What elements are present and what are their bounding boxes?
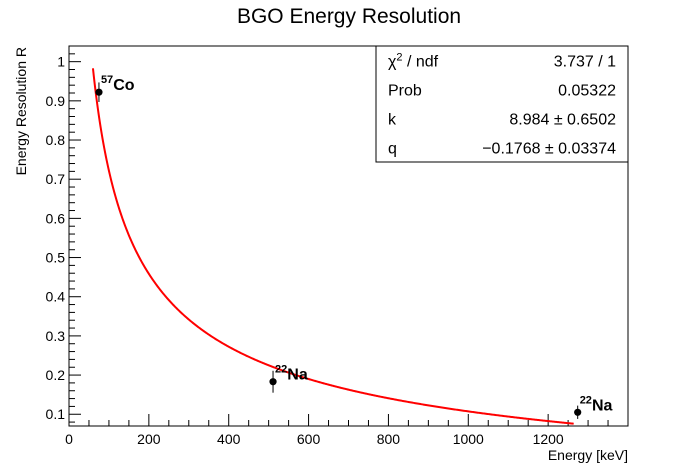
y-axis-title: Energy Resolution R xyxy=(13,47,29,175)
data-point xyxy=(269,378,277,386)
x-tick-label: 1200 xyxy=(533,431,564,447)
x-tick-label: 600 xyxy=(297,431,321,447)
data-points-layer xyxy=(95,82,582,419)
x-tick-label: 800 xyxy=(377,431,401,447)
point-label: 22Na xyxy=(580,394,613,414)
stats-value: 3.737 / 1 xyxy=(554,54,616,71)
y-tick-label: 0.5 xyxy=(46,250,66,266)
point-label: 57Co xyxy=(101,74,135,94)
point-labels-layer: 57Co 22Na 22Na xyxy=(101,74,613,414)
stats-label: Prob xyxy=(388,83,422,100)
stats-value: 8.984 ± 0.6502 xyxy=(509,112,616,129)
y-tick-label: 0.4 xyxy=(46,289,66,305)
stats-box: χ2 / ndf 3.737 / 1 Prob 0.05322 k 8.984 ± 0.6… xyxy=(375,45,629,163)
stats-value: −0.1768 ± 0.03374 xyxy=(482,141,616,158)
stats-value: 0.05322 xyxy=(558,83,616,100)
data-point xyxy=(95,88,103,96)
data-point xyxy=(574,408,582,416)
y-tick-label: 0.9 xyxy=(46,93,66,109)
y-tick-label: 1 xyxy=(57,54,65,70)
y-tick-label: 0.7 xyxy=(46,171,66,187)
fit-curve xyxy=(91,68,574,425)
y-tick-label: 0.2 xyxy=(46,367,66,383)
y-tick-label: 0.6 xyxy=(46,210,66,226)
chart-title: BGO Energy Resolution xyxy=(237,5,461,28)
fit-curve-layer xyxy=(91,68,574,425)
y-tick-label: 0.3 xyxy=(46,328,66,344)
x-axis-title: Energy [keV] xyxy=(548,447,628,463)
stats-label: k xyxy=(388,112,397,129)
stats-label: q xyxy=(388,141,397,158)
y-tick-label: 0.1 xyxy=(46,406,66,422)
point-label: 22Na xyxy=(275,364,308,384)
x-tick-label: 1000 xyxy=(453,431,484,447)
x-tick-label: 0 xyxy=(65,431,73,447)
y-tick-label: 0.8 xyxy=(46,132,66,148)
plot-axes: 0 200 400 600 800 1000 1200 0.1 0.2 0.3 0.4 0.5 0.6 0… xyxy=(46,45,629,447)
x-tick-label: 200 xyxy=(137,431,161,447)
stats-box-frame xyxy=(375,45,629,163)
x-tick-label: 400 xyxy=(217,431,241,447)
stats-label: χ2 / ndf xyxy=(388,52,439,71)
